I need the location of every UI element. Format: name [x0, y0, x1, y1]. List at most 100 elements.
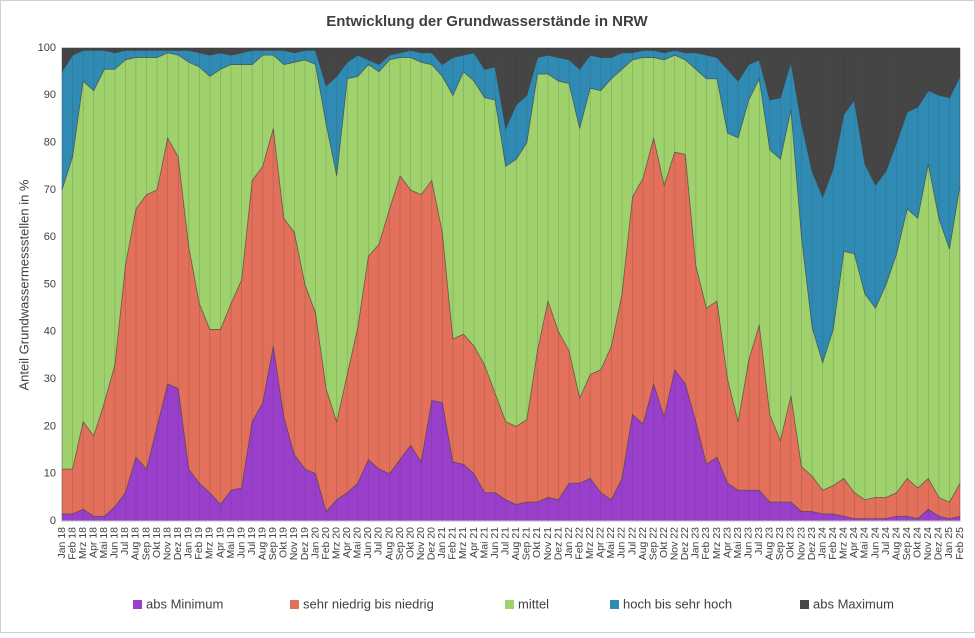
y-tick-label: 50	[44, 278, 56, 290]
chart-title: Entwicklung der Grundwasserstände in NRW	[326, 13, 648, 30]
x-tick-label: Okt 20	[404, 527, 416, 558]
x-tick-label: Jun 20	[362, 527, 374, 559]
x-tick-label: Aug 19	[257, 527, 269, 560]
x-tick-label: Feb 24	[827, 527, 839, 560]
x-tick-label: Apr 20	[341, 527, 353, 558]
x-tick-label: Feb 23	[700, 527, 712, 560]
y-tick-label: 20	[44, 420, 56, 432]
x-tick-label: Jun 21	[489, 527, 501, 559]
legend-swatch	[133, 600, 142, 609]
x-tick-label: Dez 20	[426, 527, 438, 560]
x-tick-label: Jul 18	[119, 527, 131, 555]
x-tick-label: Mai 24	[859, 527, 871, 559]
x-tick-label: Jul 21	[499, 527, 511, 555]
x-tick-label: Jun 24	[869, 527, 881, 559]
y-tick-label: 30	[44, 373, 56, 385]
x-tick-label: Jan 22	[563, 527, 575, 559]
x-tick-label: Jul 19	[246, 527, 258, 555]
legend-label: mittel	[518, 596, 549, 611]
legend-swatch	[610, 600, 619, 609]
y-tick-label: 40	[44, 326, 56, 338]
x-tick-label: Apr 18	[87, 527, 99, 558]
y-tick-label: 80	[44, 137, 56, 149]
x-tick-label: Dez 18	[172, 527, 184, 560]
x-tick-label: Aug 22	[637, 527, 649, 560]
x-tick-label: Apr 23	[721, 527, 733, 558]
x-tick-label: Feb 18	[66, 527, 78, 560]
y-axis-label: Anteil Grundwassermessstellen in %	[16, 179, 31, 390]
x-tick-label: Nov 22	[669, 527, 681, 560]
x-tick-label: Sep 21	[521, 527, 533, 560]
x-tick-label: Dez 19	[299, 527, 311, 560]
y-tick-label: 90	[44, 89, 56, 101]
x-tick-label: Dez 24	[933, 527, 945, 560]
legend-label: abs Maximum	[813, 596, 894, 611]
x-tick-label: Dez 22	[679, 527, 691, 560]
legend-label: sehr niedrig bis niedrig	[303, 596, 434, 611]
x-tick-label: Nov 18	[161, 527, 173, 560]
legend-swatch	[800, 600, 809, 609]
x-tick-label: Mrz 24	[838, 527, 850, 559]
y-tick-label: 0	[50, 515, 56, 527]
x-tick-label: Feb 21	[447, 527, 459, 560]
x-tick-label: Jul 22	[626, 527, 638, 555]
x-tick-label: Sep 18	[140, 527, 152, 560]
x-tick-label: Nov 23	[795, 527, 807, 560]
x-tick-label: Jun 19	[235, 527, 247, 559]
x-tick-label: Okt 21	[531, 527, 543, 558]
x-tick-label: Jan 18	[56, 527, 68, 559]
x-tick-label: Nov 24	[922, 527, 934, 560]
x-tick-label: Jan 20	[309, 527, 321, 559]
x-tick-label: Mai 18	[98, 527, 110, 559]
x-tick-label: Feb 25	[954, 527, 966, 560]
x-tick-label: Dez 21	[552, 527, 564, 560]
y-tick-label: 60	[44, 231, 56, 243]
x-tick-label: Nov 19	[288, 527, 300, 560]
x-tick-label: Dez 23	[806, 527, 818, 560]
x-tick-label: Sep 22	[647, 527, 659, 560]
x-tick-label: Okt 18	[151, 527, 163, 558]
x-tick-label: Feb 19	[193, 527, 205, 560]
x-tick-label: Okt 24	[912, 527, 924, 558]
x-tick-label: Jul 20	[373, 527, 385, 555]
x-tick-label: Aug 23	[764, 527, 776, 560]
x-tick-label: Mrz 19	[204, 527, 216, 559]
legend-label: abs Minimum	[146, 596, 223, 611]
x-tick-label: Apr 24	[848, 527, 860, 558]
x-tick-label: Sep 24	[901, 527, 913, 560]
x-tick-label: Jun 22	[616, 527, 628, 559]
x-tick-label: Jan 19	[183, 527, 195, 559]
y-tick-label: 70	[44, 184, 56, 196]
x-tick-label: Jul 24	[880, 527, 892, 555]
x-tick-label: Aug 24	[890, 527, 902, 560]
x-tick-label: Jun 18	[109, 527, 121, 559]
x-tick-label: Apr 21	[468, 527, 480, 558]
x-tick-label: Apr 22	[595, 527, 607, 558]
y-tick-label: 100	[38, 42, 56, 54]
x-tick-label: Mrz 18	[77, 527, 89, 559]
x-tick-label: Sep 19	[267, 527, 279, 560]
x-tick-label: Jun 23	[742, 527, 754, 559]
x-tick-label: Aug 21	[510, 527, 522, 560]
x-tick-label: Aug 20	[383, 527, 395, 560]
area	[61, 47, 961, 199]
x-tick-label: Jan 23	[690, 527, 702, 559]
x-tick-label: Feb 22	[573, 527, 585, 560]
x-tick-label: Mai 23	[732, 527, 744, 559]
x-tick-label: Okt 22	[658, 527, 670, 558]
x-tick-label: Aug 18	[130, 527, 142, 560]
x-tick-label: Mrz 23	[711, 527, 723, 559]
x-tick-label: Mai 19	[225, 527, 237, 559]
y-tick-label: 10	[44, 468, 56, 480]
x-tick-label: Apr 19	[214, 527, 226, 558]
x-tick-label: Jul 23	[753, 527, 765, 555]
x-tick-label: Jan 21	[436, 527, 448, 559]
x-tick-label: Nov 20	[415, 527, 427, 560]
x-tick-label: Jan 24	[816, 527, 828, 559]
x-tick-label: Sep 23	[774, 527, 786, 560]
x-tick-label: Mrz 22	[584, 527, 596, 559]
x-tick-label: Sep 20	[394, 527, 406, 560]
x-tick-label: Nov 21	[542, 527, 554, 560]
